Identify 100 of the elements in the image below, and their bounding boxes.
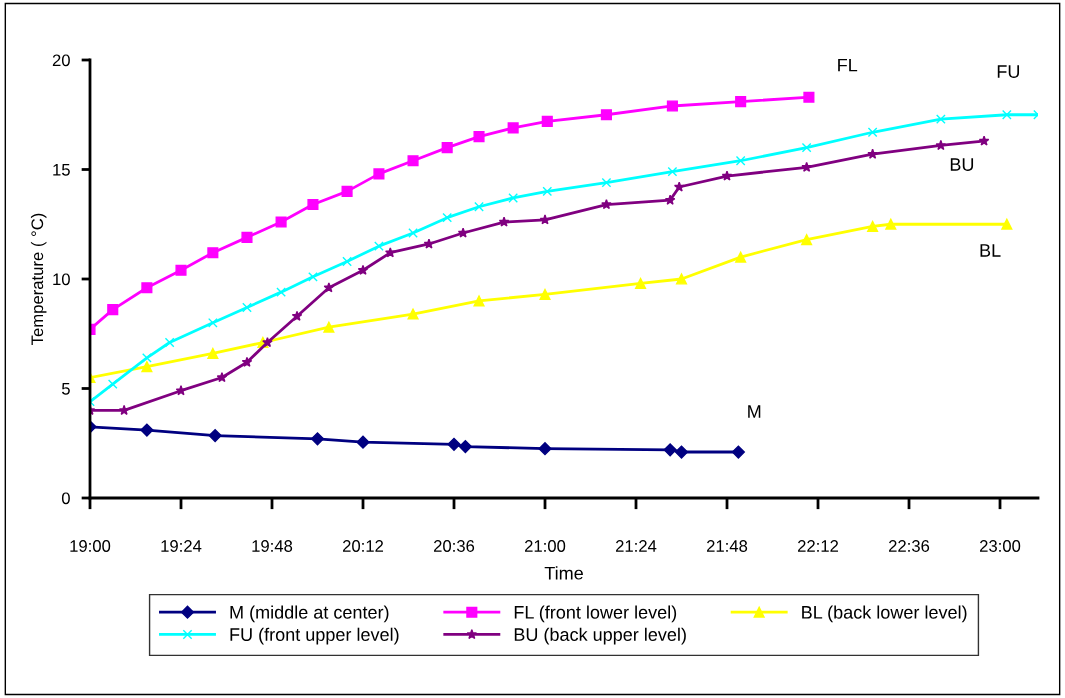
annotation: M: [748, 405, 761, 418]
point: [498, 216, 510, 227]
y-tick-label: 5: [61, 383, 70, 395]
annotation: BL: [980, 244, 1001, 257]
point: [634, 277, 647, 289]
point: [1001, 109, 1012, 120]
legend-label: M (middle at center): [230, 605, 389, 623]
point: [735, 155, 746, 166]
point: [731, 445, 745, 459]
point: [1001, 218, 1013, 230]
point: [291, 310, 303, 321]
x-tick-label: 20:36: [433, 540, 475, 552]
point: [207, 317, 218, 328]
point: [473, 131, 485, 143]
point: [356, 435, 370, 449]
point: [384, 247, 396, 258]
point: [373, 168, 385, 180]
point: [275, 216, 287, 228]
point: [323, 321, 335, 333]
legend-label: BU (back upper level): [514, 627, 686, 645]
point: [735, 96, 747, 108]
x-tick-label: 22:12: [797, 540, 839, 552]
point: [442, 212, 453, 223]
point: [341, 185, 353, 197]
legend-label: BL (back lower level): [802, 605, 967, 623]
legend-label: FU (front upper level): [230, 627, 399, 645]
point: [141, 361, 153, 373]
point: [867, 220, 879, 232]
x-tick-label: 19:00: [70, 540, 111, 552]
point: [885, 218, 897, 230]
point: [307, 198, 319, 211]
point: [867, 127, 878, 138]
x-tick-label: 19:24: [161, 540, 202, 552]
point: [935, 114, 946, 124]
point: [447, 437, 461, 451]
point: [539, 288, 551, 300]
point: [674, 445, 689, 459]
point: [473, 295, 485, 307]
point: [216, 371, 228, 383]
x-tick-label: 20:12: [342, 540, 384, 552]
point: [175, 385, 187, 396]
point: [310, 432, 325, 446]
point: [241, 356, 253, 367]
point: [664, 194, 676, 205]
point: [542, 186, 553, 197]
point: [803, 91, 815, 103]
point: [801, 234, 813, 246]
point: [675, 273, 688, 285]
point: [308, 271, 318, 282]
point: [666, 100, 678, 112]
point: [241, 231, 253, 243]
point: [423, 238, 435, 249]
point: [164, 337, 175, 348]
point: [441, 142, 453, 154]
annotation: FU: [997, 65, 1020, 78]
point: [407, 308, 419, 320]
point: [458, 439, 472, 454]
point: [735, 251, 747, 263]
point: [118, 404, 130, 416]
point: [407, 155, 419, 167]
point: [323, 282, 335, 293]
point: [175, 264, 187, 276]
y-tick-label: 15: [53, 164, 70, 176]
point: [207, 347, 219, 360]
point: [342, 256, 352, 267]
point: [978, 135, 990, 146]
point: [262, 336, 273, 348]
legend-label: FL (front lower level): [514, 605, 677, 623]
point: [801, 142, 812, 153]
point: [142, 352, 152, 363]
x-tick-label: 19:48: [252, 540, 293, 552]
point: [541, 115, 553, 127]
point: [539, 214, 551, 225]
point: [474, 201, 484, 212]
point: [107, 379, 118, 389]
point: [508, 193, 519, 203]
point: [673, 181, 685, 192]
annotation: FL: [838, 58, 858, 72]
x-tick-label: 23:00: [979, 540, 1021, 552]
point: [207, 247, 219, 259]
point: [357, 264, 369, 275]
point: [507, 122, 519, 134]
x-tick-label: 21:24: [615, 540, 657, 552]
x-tick-label: 21:48: [706, 540, 748, 552]
x-tick-label: 22:36: [888, 540, 930, 552]
point: [140, 423, 154, 437]
point: [663, 443, 677, 457]
point: [935, 139, 947, 151]
point: [867, 148, 878, 159]
point: [601, 177, 612, 188]
point: [667, 166, 678, 177]
point: [208, 428, 222, 443]
annotation: BU: [950, 158, 974, 171]
point: [276, 287, 286, 298]
point: [457, 227, 469, 238]
x-tick-label: 21:00: [524, 540, 566, 552]
point: [600, 109, 612, 121]
point: [721, 170, 733, 181]
y-axis-title: Temperature ( °C): [30, 213, 47, 345]
point: [107, 304, 119, 316]
